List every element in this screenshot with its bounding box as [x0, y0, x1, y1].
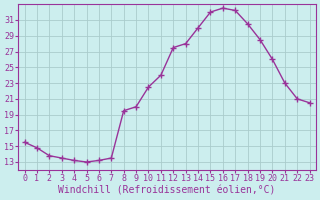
- X-axis label: Windchill (Refroidissement éolien,°C): Windchill (Refroidissement éolien,°C): [58, 186, 276, 196]
